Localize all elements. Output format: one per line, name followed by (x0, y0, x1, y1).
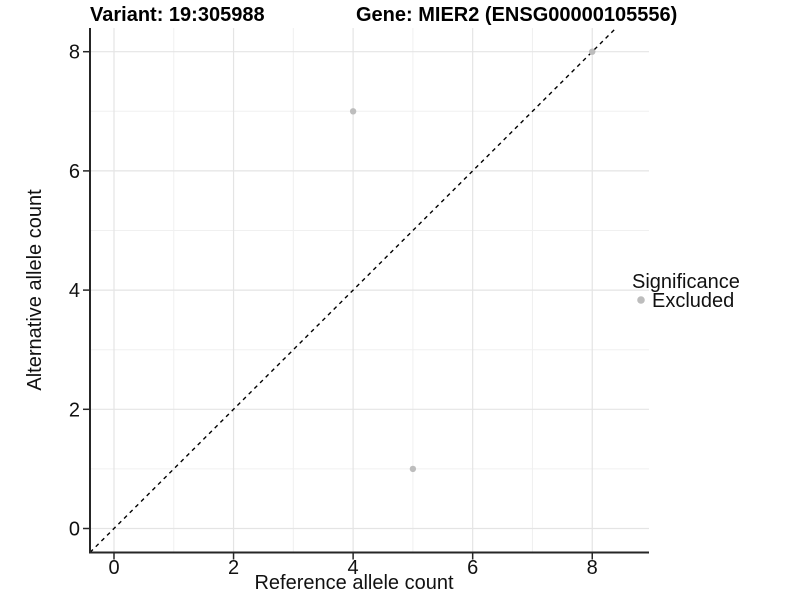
y-tick-label: 0 (69, 519, 80, 541)
x-tick-label: 6 (467, 557, 478, 579)
x-tick-label: 8 (587, 557, 598, 579)
identity-dashed-line (89, 27, 617, 553)
legend-entry-label: Excluded (652, 290, 734, 312)
x-tick-label: 0 (108, 557, 119, 579)
legend-title: Significance (632, 271, 740, 293)
y-tick-label: 2 (69, 399, 80, 421)
x-axis-title: Reference allele count (254, 572, 453, 594)
y-tick-labels: 0 2 4 6 8 (69, 42, 80, 541)
x-tick-labels: 0 2 4 6 8 (108, 557, 597, 579)
data-point (409, 465, 417, 473)
x-tick-marks (113, 553, 593, 560)
grid-major (90, 28, 649, 553)
y-axis-title: Alternative allele count (24, 189, 46, 391)
x-tick-label: 4 (348, 557, 359, 579)
y-tick-marks (83, 50, 89, 530)
plot-title-variant: Variant: 19:305988 (90, 4, 265, 26)
y-tick-label: 6 (69, 161, 80, 183)
x-tick-label: 2 (228, 557, 239, 579)
data-points (349, 48, 596, 473)
plot-title-gene: Gene: MIER2 (ENSG00000105556) (356, 4, 677, 26)
y-tick-label: 4 (69, 280, 80, 302)
data-point (349, 108, 357, 115)
legend-key-dot-icon (637, 296, 645, 304)
data-point (589, 48, 596, 55)
y-tick-label: 8 (69, 42, 80, 64)
legend: Significance Excluded (632, 271, 740, 312)
